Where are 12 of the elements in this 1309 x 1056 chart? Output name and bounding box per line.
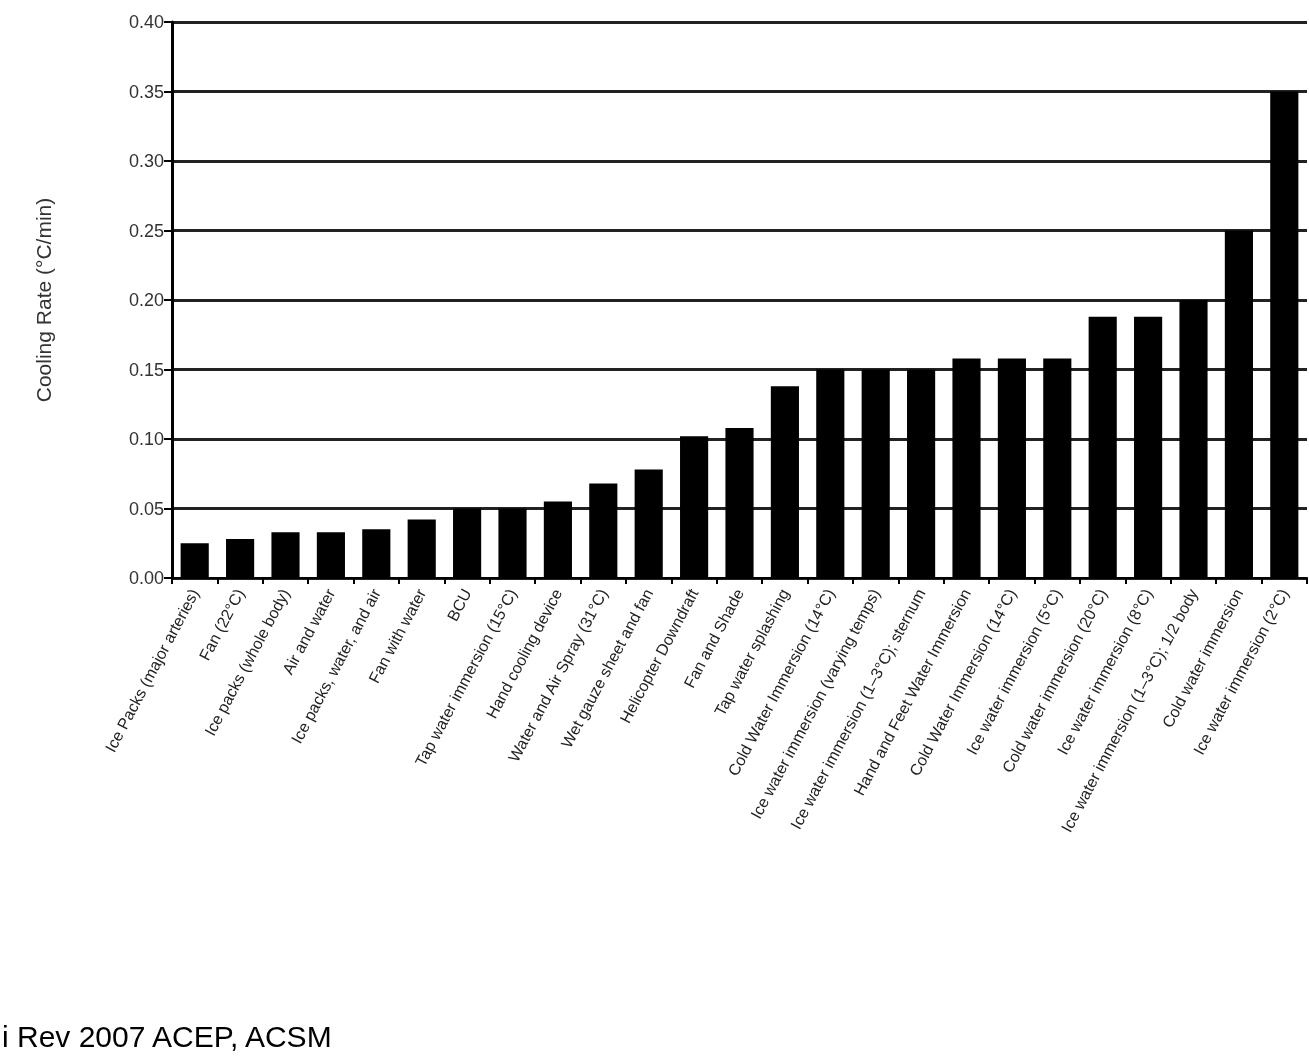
x-tick-label: BCU bbox=[443, 586, 475, 624]
text: i Rev 2007 ACEP, ACSM bbox=[2, 1020, 332, 1054]
y-tick-label: 0.20 bbox=[128, 290, 164, 310]
y-tick-label: 0.40 bbox=[128, 12, 164, 32]
y-tick-label: 0.10 bbox=[128, 429, 164, 449]
y-tick-label: 0.05 bbox=[128, 498, 164, 519]
y-tick-label: 0.35 bbox=[128, 81, 164, 102]
y-axis-title: Cooling Rate (°C/min) bbox=[32, 197, 55, 403]
y-tick-label: 0.25 bbox=[128, 220, 164, 241]
y-tick-label: 0.15 bbox=[128, 359, 164, 380]
y-tick-label: 0.00 bbox=[128, 568, 164, 588]
y-tick-label: 0.30 bbox=[128, 151, 164, 171]
